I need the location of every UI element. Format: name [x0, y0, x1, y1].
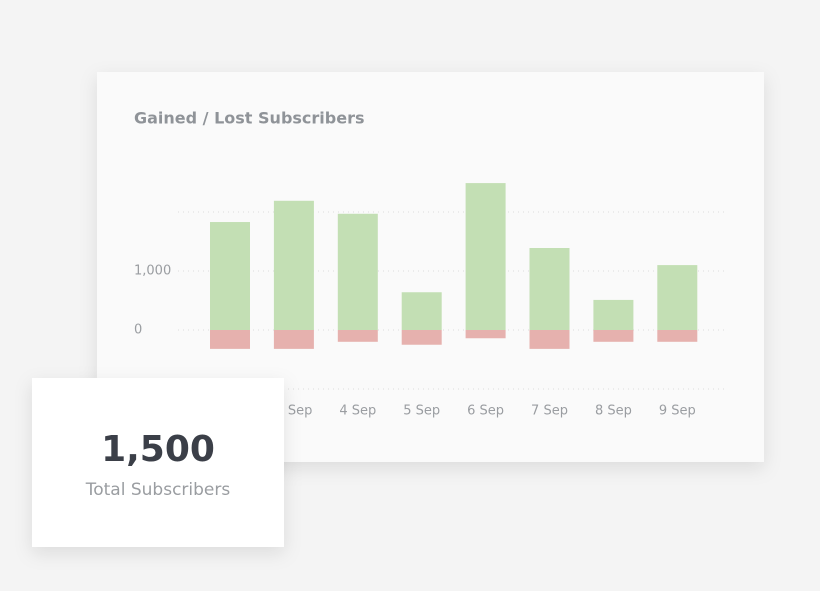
- x-tick-label: 5 Sep: [403, 404, 440, 419]
- chart-title: Gained / Lost Subscribers: [134, 109, 365, 128]
- bar: [337, 213, 378, 330]
- x-tick-label: 7 Sep: [531, 404, 568, 419]
- bar: [210, 330, 250, 349]
- bar: [210, 222, 250, 330]
- bar: [273, 200, 314, 330]
- y-tick-label: 0: [134, 323, 142, 338]
- summary-card: 1,500 Total Subscribers: [32, 378, 284, 547]
- bar: [529, 247, 570, 330]
- y-tick-label: 1,000: [134, 264, 171, 279]
- bar: [401, 292, 442, 330]
- bar: [593, 330, 634, 342]
- x-tick-label: 3 Sep: [275, 404, 312, 419]
- x-tick-label: 4 Sep: [339, 404, 376, 419]
- x-tick-label: 8 Sep: [595, 404, 632, 419]
- bar: [529, 330, 570, 349]
- bar: [657, 330, 698, 342]
- bar: [337, 330, 378, 342]
- x-tick-label: 9 Sep: [659, 404, 696, 419]
- bar: [657, 265, 698, 330]
- card-background: [32, 378, 284, 547]
- bar: [465, 330, 506, 339]
- bar: [593, 299, 634, 330]
- plot: 0 1,000 3 Sep 4 Sep 5 Sep 6 Sep 7 Sep 8 Sep 9 Se…: [134, 183, 728, 419]
- bar: [465, 183, 506, 330]
- bar: [273, 330, 314, 349]
- bar: [401, 330, 442, 345]
- total-value: 1,500: [101, 429, 215, 470]
- x-tick-label: 6 Sep: [467, 404, 504, 419]
- total-label: Total Subscribers: [85, 480, 231, 500]
